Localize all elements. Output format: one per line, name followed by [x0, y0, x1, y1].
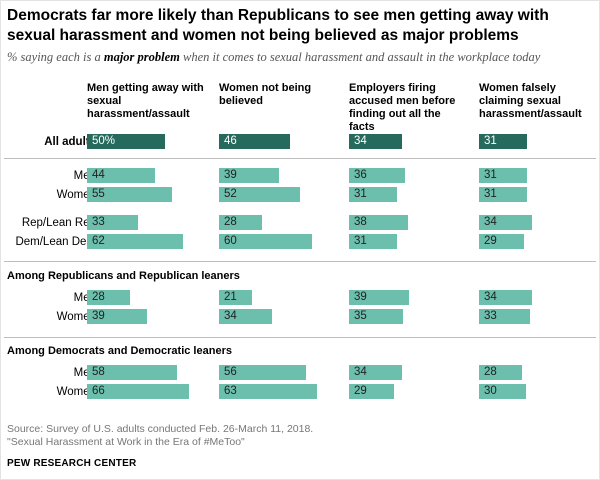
bar: 30 — [479, 384, 526, 399]
bar: 28 — [219, 215, 262, 230]
bar-value-label: 28 — [224, 216, 237, 228]
bar-value-label: 34 — [354, 135, 367, 147]
bar-value-label: 34 — [354, 366, 367, 378]
bar-value-label: 33 — [92, 216, 105, 228]
bar: 29 — [479, 234, 524, 249]
bar-value-label: 39 — [354, 291, 367, 303]
bar: 28 — [479, 365, 522, 380]
bar-value-label: 50% — [92, 135, 116, 147]
bar-value-label: 31 — [484, 169, 497, 181]
bar-value-label: 39 — [92, 310, 105, 322]
bar-value-label: 39 — [224, 169, 237, 181]
bar: 31 — [349, 234, 397, 249]
bar: 33 — [87, 215, 138, 230]
bar-value-label: 33 — [484, 310, 497, 322]
bar-value-label: 44 — [92, 169, 105, 181]
bar-value-label: 58 — [92, 366, 105, 378]
bar: 62 — [87, 234, 183, 249]
column-header: Employers firing accused men before find… — [349, 82, 456, 133]
bar: 63 — [219, 384, 317, 399]
bar: 34 — [349, 134, 402, 149]
bar-value-label: 52 — [224, 188, 237, 200]
bar: 31 — [479, 168, 527, 183]
row-label: Dem/Lean Dem — [15, 236, 96, 248]
subtitle-emphasis: major problem — [103, 50, 180, 64]
bar-value-label: 28 — [484, 366, 497, 378]
bar: 31 — [479, 134, 527, 149]
row-label: Women — [56, 311, 96, 323]
bar-value-label: 31 — [484, 135, 497, 147]
bar: 44 — [87, 168, 155, 183]
bar: 36 — [349, 168, 405, 183]
bar: 29 — [349, 384, 394, 399]
chart-subtitle: % saying each is a major problem when it… — [7, 50, 593, 65]
bar: 55 — [87, 187, 172, 202]
source-line: Source: Survey of U.S. adults conducted … — [7, 423, 314, 435]
bar-value-label: 29 — [484, 235, 497, 247]
divider — [4, 337, 596, 338]
row-label: Women — [56, 189, 96, 201]
bar: 50% — [87, 134, 165, 149]
bar: 34 — [349, 365, 402, 380]
bar: 39 — [87, 309, 147, 324]
bar: 39 — [219, 168, 279, 183]
bar-value-label: 34 — [484, 291, 497, 303]
bar-value-label: 31 — [484, 188, 497, 200]
row-label: All adults — [44, 136, 96, 148]
brand-logo-text: PEW RESEARCH CENTER — [7, 458, 137, 469]
chart-title: Democrats far more likely than Republica… — [7, 7, 549, 44]
bar-value-label: 21 — [224, 291, 237, 303]
section-heading: Among Democrats and Democratic leaners — [7, 345, 232, 357]
bar: 35 — [349, 309, 403, 324]
bar-value-label: 62 — [92, 235, 105, 247]
bar-value-label: 38 — [354, 216, 367, 228]
bar-value-label: 35 — [354, 310, 367, 322]
bar: 33 — [479, 309, 530, 324]
subtitle-suffix: when it comes to sexual harassment and a… — [179, 50, 541, 64]
bar: 34 — [479, 215, 532, 230]
column-header: Women falsely claiming sexual harassment… — [479, 82, 582, 120]
bar-value-label: 34 — [484, 216, 497, 228]
bar-value-label: 29 — [354, 385, 367, 397]
bar: 34 — [479, 290, 532, 305]
bar-value-label: 46 — [224, 135, 237, 147]
bar-value-label: 63 — [224, 385, 237, 397]
bar: 39 — [349, 290, 409, 305]
bar: 21 — [219, 290, 252, 305]
bar: 31 — [479, 187, 527, 202]
bar: 58 — [87, 365, 177, 380]
bar-value-label: 60 — [224, 235, 237, 247]
bar: 56 — [219, 365, 306, 380]
bar-value-label: 36 — [354, 169, 367, 181]
bar: 31 — [349, 187, 397, 202]
bar: 66 — [87, 384, 189, 399]
bar-value-label: 31 — [354, 188, 367, 200]
row-label: Women — [56, 386, 96, 398]
bar-value-label: 66 — [92, 385, 105, 397]
bar-value-label: 34 — [224, 310, 237, 322]
bar: 38 — [349, 215, 408, 230]
bar-value-label: 28 — [92, 291, 105, 303]
bar: 52 — [219, 187, 300, 202]
row-label: Rep/Lean Rep — [21, 217, 96, 229]
divider — [4, 158, 596, 159]
source-note: Source: Survey of U.S. adults conducted … — [7, 423, 313, 449]
section-heading: Among Republicans and Republican leaners — [7, 270, 240, 282]
bar-value-label: 30 — [484, 385, 497, 397]
column-header: Men getting away with sexual harassment/… — [87, 82, 204, 120]
bar: 34 — [219, 309, 272, 324]
bar-value-label: 56 — [224, 366, 237, 378]
bar-value-label: 31 — [354, 235, 367, 247]
divider — [4, 261, 596, 262]
report-title: "Sexual Harassment at Work in the Era of… — [7, 436, 245, 448]
bar: 60 — [219, 234, 312, 249]
bar: 28 — [87, 290, 130, 305]
column-header: Women not being believed — [219, 82, 312, 107]
subtitle-prefix: % saying each is a — [7, 50, 104, 64]
bar-value-label: 55 — [92, 188, 105, 200]
bar: 46 — [219, 134, 290, 149]
